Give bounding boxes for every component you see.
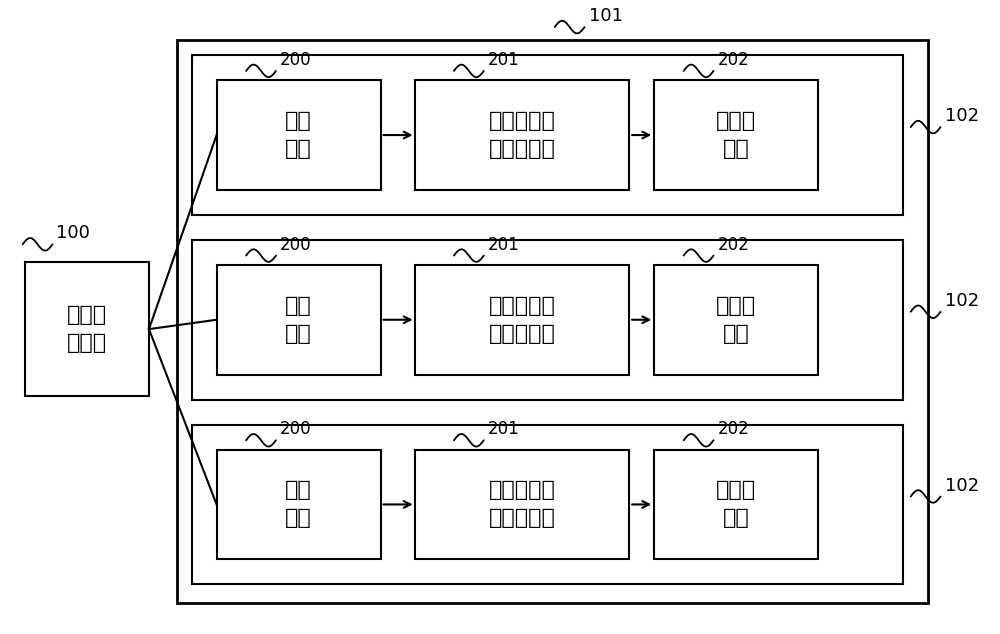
Text: 202: 202 [717,420,749,438]
Bar [192,240,903,399]
Bar [415,81,629,190]
Text: 滤波
单元: 滤波 单元 [285,295,312,344]
Text: 扬声器
单元: 扬声器 单元 [716,111,756,159]
Text: 102: 102 [945,107,979,125]
Bar [415,450,629,559]
Bar [25,262,149,396]
Text: 202: 202 [717,51,749,69]
Bar [217,265,381,375]
Text: 扬声器
单元: 扬声器 单元 [716,481,756,529]
Bar [217,81,381,190]
Text: 音频处
理模块: 音频处 理模块 [67,305,107,353]
Text: 201: 201 [488,420,520,438]
Text: 102: 102 [945,292,979,310]
Text: 102: 102 [945,477,979,495]
Bar [192,425,903,585]
Bar [217,450,381,559]
Bar [654,265,818,375]
Text: 201: 201 [488,51,520,69]
Text: 音频功率反
馈放大单元: 音频功率反 馈放大单元 [489,295,556,344]
Text: 音频功率反
馈放大单元: 音频功率反 馈放大单元 [489,111,556,159]
Text: 201: 201 [488,236,520,254]
Text: 100: 100 [56,224,90,242]
Text: 200: 200 [280,420,312,438]
Bar [415,265,629,375]
Text: 扬声器
单元: 扬声器 单元 [716,295,756,344]
Text: 202: 202 [717,236,749,254]
Text: 滤波
单元: 滤波 单元 [285,481,312,529]
Bar [192,55,903,215]
Text: 200: 200 [280,236,312,254]
Text: 音频功率反
馈放大单元: 音频功率反 馈放大单元 [489,481,556,529]
Text: 101: 101 [589,7,623,25]
Bar [177,39,928,603]
Text: 滤波
单元: 滤波 单元 [285,111,312,159]
Bar [654,81,818,190]
Bar [654,450,818,559]
Text: 200: 200 [280,51,312,69]
